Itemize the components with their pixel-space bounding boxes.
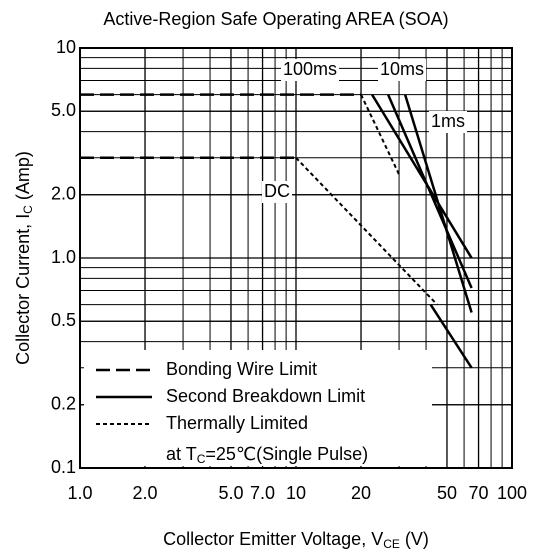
x-tick-label: 2.0 [133,483,158,503]
y-axis-label: Collector Current, IC (Amp) [13,151,35,365]
legend-note-part: at T [166,444,197,464]
x-axis-label-part: (V) [400,529,429,549]
x-tick-label: 5.0 [218,483,243,503]
legend-label: Second Breakdown Limit [166,386,365,406]
y-tick-label: 1.0 [51,247,76,267]
x-tick-label: 10 [286,483,306,503]
x-tick-label: 50 [437,483,457,503]
legend-label: Thermally Limited [166,413,308,433]
chart-title: Active-Region Safe Operating AREA (SOA) [103,9,448,29]
y-axis-label-part: Collector Current, I [13,214,33,365]
annotation: 100ms [283,59,337,79]
series-line [295,94,438,306]
legend-note-part: =25℃(Single Pulse) [205,444,368,464]
x-tick-label: 20 [351,483,371,503]
annotation-bg [428,111,468,133]
legend-label: Bonding Wire Limit [166,359,317,379]
y-tick-label: 0.5 [51,310,76,330]
y-tick-label: 2.0 [51,184,76,204]
x-axis-label-part: CE [383,537,400,551]
y-axis-label-part: C [21,205,35,214]
x-axis-label: Collector Emitter Voltage, VCE (V) [163,529,429,551]
y-tick-label: 10 [56,37,76,57]
x-tick-label: 7.0 [250,483,275,503]
annotation: DC [264,181,290,201]
y-tick-label: 0.1 [51,457,76,477]
legend-note-part: C [197,452,206,466]
annotation-bg [280,59,340,81]
x-tick-label: 70 [469,483,489,503]
x-axis-label-part: Collector Emitter Voltage, V [163,529,383,549]
legend-note: at TC=25℃(Single Pulse) [166,444,368,466]
annotation: 10ms [380,59,424,79]
series-line [80,93,362,160]
x-tick-label: 100 [497,483,527,503]
plot-frame [79,47,513,469]
annotation: 1ms [431,111,465,131]
y-axis-label-part: (Amp) [13,151,33,205]
annotation-bg [377,59,427,81]
x-tick-label: 1.0 [67,483,92,503]
annotation-bg [262,181,292,203]
y-tick-label: 0.2 [51,394,76,414]
y-tick-label: 5.0 [51,100,76,120]
series-line [371,93,473,369]
